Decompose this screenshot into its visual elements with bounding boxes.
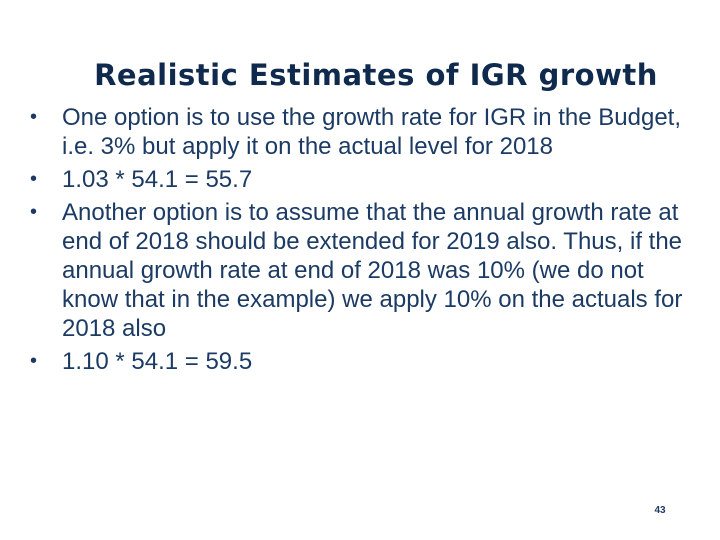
bullet-item: • One option is to use the growth rate f… xyxy=(22,103,702,161)
bullet-item: • Another option is to assume that the a… xyxy=(22,198,702,343)
bullet-dot-icon: • xyxy=(30,350,38,372)
bullet-dot-icon: • xyxy=(30,168,38,190)
bullet-list: • One option is to use the growth rate f… xyxy=(22,103,702,380)
bullet-dot-icon: • xyxy=(30,201,38,223)
bullet-item: • 1.10 * 54.1 = 59.5 xyxy=(22,347,702,376)
bullet-dot-icon: • xyxy=(30,106,38,128)
bullet-text: One option is to use the growth rate for… xyxy=(62,104,682,160)
bullet-item: • 1.03 * 54.1 = 55.7 xyxy=(22,165,702,194)
bullet-text: 1.10 * 54.1 = 59.5 xyxy=(62,348,253,375)
bullet-text: Another option is to assume that the ann… xyxy=(62,199,683,342)
slide-title: Realistic Estimates of IGR growth xyxy=(94,58,658,92)
bullet-text: 1.03 * 54.1 = 55.7 xyxy=(62,166,253,193)
page-number: 43 xyxy=(654,505,666,516)
